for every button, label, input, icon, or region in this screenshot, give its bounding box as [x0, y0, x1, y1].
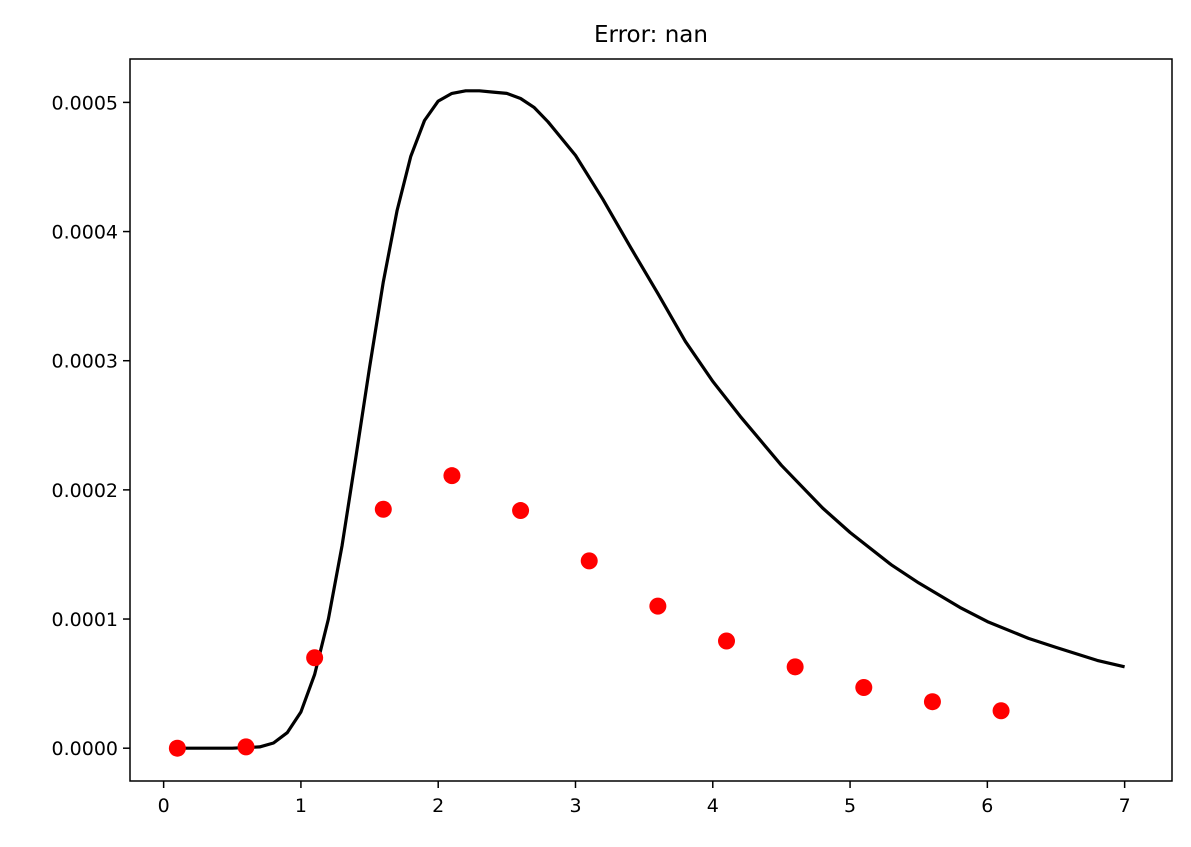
points-layer — [168, 467, 1010, 757]
y-tick-label: 0.0001 — [52, 609, 118, 631]
y-tick-label: 0.0003 — [52, 351, 118, 373]
data-point — [237, 738, 255, 756]
data-point — [649, 597, 667, 615]
x-tick-label: 5 — [844, 795, 856, 817]
data-point — [923, 693, 941, 711]
x-tick-label: 2 — [432, 795, 444, 817]
y-tick-label: 0.0002 — [52, 480, 118, 502]
plot-frame — [129, 58, 1173, 782]
y-tick-label: 0.0004 — [52, 222, 118, 244]
y-tick-label: 0.0005 — [52, 92, 118, 114]
data-point — [855, 678, 873, 696]
x-tick-label: 3 — [569, 795, 581, 817]
x-tick-label: 1 — [295, 795, 307, 817]
y-axis: 0.0000 0.0001 0.0002 0.0003 0.0004 0.0005 — [52, 92, 130, 760]
data-point — [374, 500, 392, 518]
x-tick-label: 0 — [158, 795, 170, 817]
x-tick-label: 4 — [707, 795, 719, 817]
data-point — [718, 632, 736, 650]
data-point — [512, 502, 530, 520]
curve-layer — [177, 89, 1125, 750]
data-point — [168, 739, 186, 757]
x-tick-label: 7 — [1119, 795, 1131, 817]
data-point — [306, 649, 324, 667]
data-point — [786, 658, 804, 676]
data-point — [580, 552, 598, 570]
x-axis: 0 1 2 3 4 5 6 7 — [158, 781, 1131, 817]
chart-title: Error: nan — [594, 22, 708, 48]
y-tick-label: 0.0000 — [52, 738, 118, 760]
x-tick-label: 6 — [981, 795, 993, 817]
data-point — [992, 702, 1010, 720]
model-curve — [177, 89, 1125, 750]
data-point — [443, 467, 461, 485]
